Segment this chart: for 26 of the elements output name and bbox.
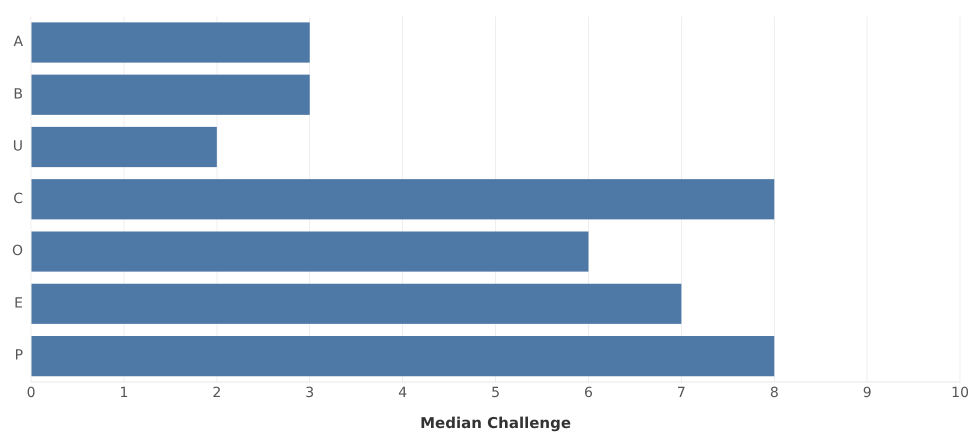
- x-tick-label: 5: [491, 385, 500, 402]
- bar: [32, 126, 217, 168]
- bar: [32, 336, 774, 376]
- y-tick-label: A: [13, 34, 24, 50]
- y-tick-label: B: [13, 86, 24, 102]
- y-tick-label: P: [14, 348, 24, 364]
- x-tick-label: 2: [212, 385, 222, 402]
- x-tick-label: 3: [305, 385, 314, 402]
- x-tick-label: 7: [676, 385, 686, 402]
- x-tick-label: 4: [398, 385, 408, 402]
- x-tick-label: 1: [119, 385, 128, 402]
- bar: [32, 74, 310, 115]
- x-tick-label: 10: [951, 385, 970, 402]
- bar: [32, 231, 588, 272]
- bar: [32, 284, 682, 324]
- x-tick-label: 8: [770, 385, 779, 402]
- bar: [32, 179, 774, 220]
- x-tick-label: 9: [862, 385, 872, 402]
- y-tick-label: C: [13, 190, 24, 207]
- x-tick-label: 6: [584, 385, 594, 402]
- x-tick-label: 0: [26, 385, 36, 402]
- y-tick-label: U: [12, 138, 24, 155]
- x-axis-title: Median Challenge: [420, 414, 571, 432]
- bar: [32, 22, 310, 63]
- y-tick-label: E: [14, 295, 24, 312]
- y-tick-label: O: [12, 243, 24, 260]
